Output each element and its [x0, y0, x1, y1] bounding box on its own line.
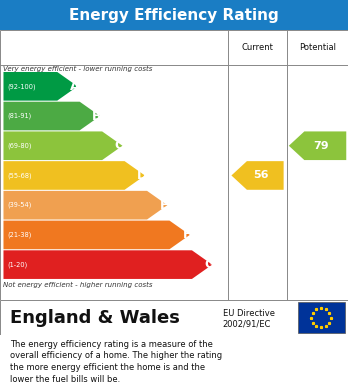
Polygon shape — [231, 161, 284, 190]
Text: Not energy efficient - higher running costs: Not energy efficient - higher running co… — [3, 282, 153, 289]
Polygon shape — [3, 102, 100, 130]
Polygon shape — [3, 221, 190, 249]
Text: The energy efficiency rating is a measure of the
overall efficiency of a home. T: The energy efficiency rating is a measur… — [10, 339, 223, 384]
Text: Energy Efficiency Rating: Energy Efficiency Rating — [69, 7, 279, 23]
Polygon shape — [3, 72, 78, 100]
Polygon shape — [3, 250, 212, 279]
Bar — [298, 302, 345, 334]
Text: Very energy efficient - lower running costs: Very energy efficient - lower running co… — [3, 66, 153, 72]
Text: (21-38): (21-38) — [8, 231, 32, 238]
Text: Potential: Potential — [299, 43, 336, 52]
Text: 56: 56 — [254, 170, 269, 181]
Text: D: D — [137, 169, 147, 182]
Text: (1-20): (1-20) — [8, 261, 28, 268]
Polygon shape — [3, 131, 122, 160]
Text: 79: 79 — [314, 141, 329, 151]
Text: G: G — [204, 258, 214, 271]
Text: (92-100): (92-100) — [8, 83, 36, 90]
Text: EU Directive: EU Directive — [223, 309, 275, 318]
Text: England & Wales: England & Wales — [10, 308, 180, 327]
Text: E: E — [160, 199, 168, 212]
Text: A: A — [70, 80, 79, 93]
Polygon shape — [3, 161, 145, 190]
Text: (39-54): (39-54) — [8, 202, 32, 208]
Text: F: F — [182, 228, 191, 241]
Text: C: C — [115, 139, 124, 152]
Polygon shape — [3, 191, 167, 219]
Text: (81-91): (81-91) — [8, 113, 32, 119]
Text: 2002/91/EC: 2002/91/EC — [223, 319, 271, 328]
Text: Current: Current — [242, 43, 274, 52]
Text: (69-80): (69-80) — [8, 142, 32, 149]
Text: B: B — [92, 109, 102, 122]
Text: (55-68): (55-68) — [8, 172, 32, 179]
Polygon shape — [289, 131, 346, 160]
